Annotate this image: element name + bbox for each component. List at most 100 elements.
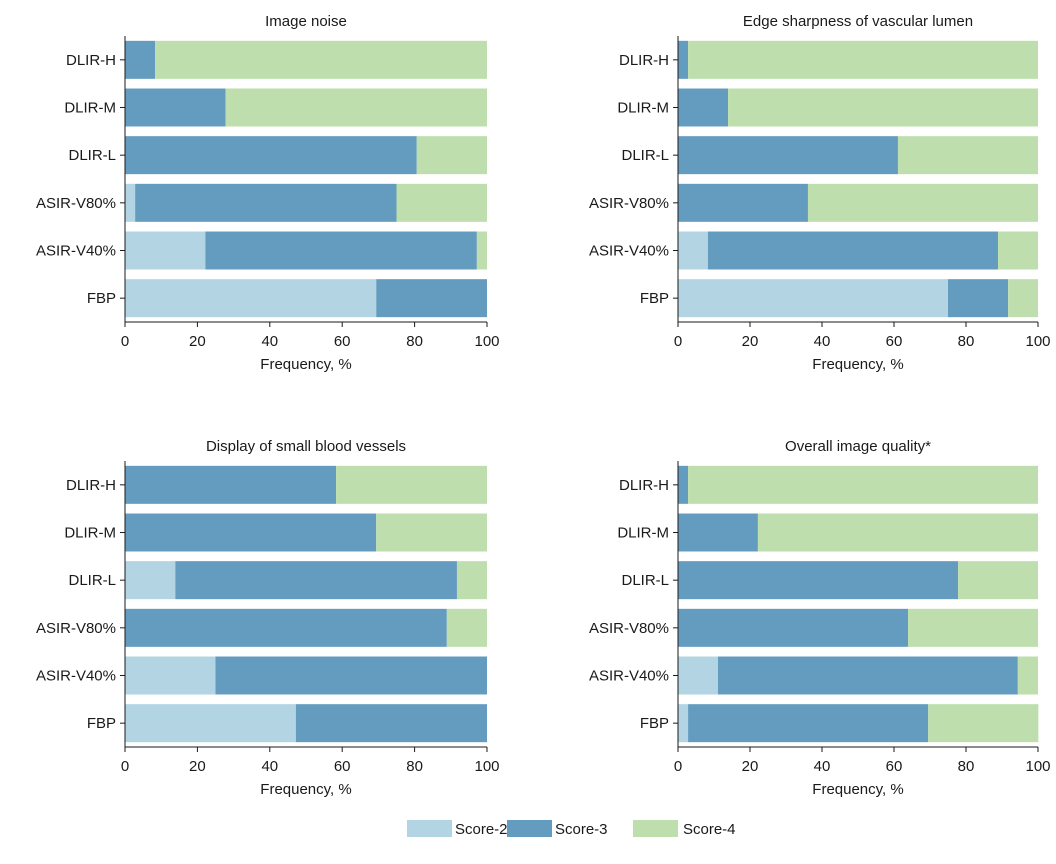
x-tick-label: 100 — [474, 333, 499, 350]
y-tick-label: DLIR-L — [621, 572, 669, 589]
legend: Score-2 Score-3 Score-4 — [407, 820, 736, 838]
legend-item-score-3: Score-3 — [507, 820, 608, 838]
x-tick-label: 80 — [406, 758, 423, 775]
x-tick-label: 100 — [1025, 758, 1050, 775]
y-tick-label: ASIR-V80% — [36, 195, 116, 212]
bar-score-4-dlir-l — [898, 136, 1038, 174]
y-tick-label: ASIR-V40% — [589, 243, 669, 260]
legend-swatch — [507, 820, 552, 837]
x-axis-label: Frequency, % — [260, 356, 351, 373]
chart-panel-3: Display of small blood vessels DLIR-H DLIR… — [36, 438, 500, 798]
bar-score-4-dlir-m — [728, 89, 1038, 127]
bar-score-3-dlir-l — [678, 561, 958, 599]
x-tick-label: 20 — [189, 758, 206, 775]
y-tick-label: FBP — [640, 715, 669, 732]
y-tick-label: FBP — [640, 290, 669, 307]
x-tick-label: 40 — [261, 333, 278, 350]
y-tick-label: FBP — [87, 290, 116, 307]
bar-score-4-dlir-l — [417, 136, 487, 174]
legend-swatch — [407, 820, 452, 837]
bar-score-4-dlir-m — [226, 89, 487, 127]
bar-score-4-asir-v80- — [447, 609, 487, 647]
y-tick-label: DLIR-H — [66, 477, 116, 494]
x-tick-label: 0 — [674, 333, 682, 350]
y-tick-label: DLIR-M — [617, 100, 669, 117]
bar-score-4-asir-v40- — [998, 232, 1038, 270]
x-tick-label: 20 — [742, 758, 759, 775]
bar-score-3-asir-v40- — [216, 657, 488, 695]
bar-score-3-asir-v40- — [718, 657, 1018, 695]
bar-score-3-fbp — [948, 279, 1008, 317]
bar-score-2-fbp — [678, 279, 948, 317]
chart-panel-4: Overall image quality* DLIR-H DLIR-M DLIR-L… — [589, 438, 1051, 798]
y-tick-label: FBP — [87, 715, 116, 732]
legend-item-score-2: Score-2 — [407, 820, 508, 838]
bar-score-3-asir-v80- — [125, 609, 447, 647]
y-tick-label: ASIR-V40% — [36, 668, 116, 685]
x-axis-label: Frequency, % — [260, 781, 351, 798]
y-tick-label: DLIR-H — [66, 52, 116, 69]
bar-score-4-dlir-h — [155, 41, 487, 79]
y-tick-label: ASIR-V80% — [589, 195, 669, 212]
y-tick-label: ASIR-V80% — [589, 620, 669, 637]
bar-score-3-dlir-h — [125, 466, 336, 504]
y-tick-label: DLIR-H — [619, 477, 669, 494]
bar-score-4-dlir-h — [688, 41, 1038, 79]
bar-score-2-fbp — [678, 704, 688, 742]
x-tick-label: 60 — [886, 758, 903, 775]
bar-score-3-dlir-l — [125, 136, 417, 174]
bar-score-2-asir-v40- — [678, 232, 708, 270]
x-tick-label: 100 — [474, 758, 499, 775]
legend-label: Score-3 — [555, 821, 608, 838]
bar-score-4-fbp — [928, 704, 1038, 742]
legend-swatch — [633, 820, 678, 837]
y-tick-label: ASIR-V40% — [36, 243, 116, 260]
x-tick-label: 40 — [814, 333, 831, 350]
bar-score-3-dlir-m — [678, 514, 758, 552]
bar-score-2-asir-v40- — [678, 657, 718, 695]
x-tick-label: 60 — [334, 758, 351, 775]
bar-score-2-fbp — [125, 704, 296, 742]
chart-panels: Image noise DLIR-H DLIR-M DLIR-L ASIR-V80% AS… — [36, 13, 1051, 798]
legend-label: Score-4 — [683, 821, 736, 838]
y-tick-label: DLIR-M — [64, 525, 116, 542]
bar-score-4-dlir-m — [376, 514, 487, 552]
x-tick-label: 0 — [121, 758, 129, 775]
legend-item-score-4: Score-4 — [633, 820, 736, 838]
chart-title: Overall image quality* — [785, 438, 931, 455]
x-axis-label: Frequency, % — [812, 356, 903, 373]
bar-score-3-dlir-h — [678, 466, 688, 504]
legend-label: Score-2 — [455, 821, 508, 838]
bar-score-2-dlir-l — [125, 561, 175, 599]
chart-panel-2: Edge sharpness of vascular lumen DLIR-H DL… — [589, 13, 1051, 373]
bar-score-2-asir-v40- — [125, 232, 205, 270]
y-tick-label: DLIR-H — [619, 52, 669, 69]
y-tick-label: DLIR-L — [68, 572, 116, 589]
bar-score-4-asir-v80- — [908, 609, 1038, 647]
x-tick-label: 40 — [814, 758, 831, 775]
bar-score-3-asir-v40- — [205, 232, 477, 270]
bar-score-3-dlir-h — [125, 41, 155, 79]
bar-score-2-asir-v80- — [125, 184, 135, 222]
bar-score-3-fbp — [376, 279, 487, 317]
x-tick-label: 40 — [261, 758, 278, 775]
bar-score-4-asir-v40- — [477, 232, 487, 270]
bar-score-3-asir-v80- — [135, 184, 396, 222]
bar-score-3-asir-v40- — [708, 232, 998, 270]
bar-score-3-dlir-m — [678, 89, 728, 127]
x-tick-label: 0 — [121, 333, 129, 350]
x-tick-label: 20 — [189, 333, 206, 350]
y-tick-label: ASIR-V40% — [589, 668, 669, 685]
chart-title: Display of small blood vessels — [206, 438, 406, 455]
bar-score-3-fbp — [688, 704, 928, 742]
bar-score-4-dlir-h — [688, 466, 1038, 504]
bar-score-4-dlir-m — [758, 514, 1038, 552]
bar-score-3-dlir-m — [125, 89, 226, 127]
bar-score-4-asir-v80- — [397, 184, 488, 222]
bar-score-3-dlir-m — [125, 514, 376, 552]
y-tick-label: DLIR-M — [617, 525, 669, 542]
bar-score-3-dlir-h — [678, 41, 688, 79]
y-tick-label: DLIR-L — [68, 147, 116, 164]
x-tick-label: 80 — [406, 333, 423, 350]
